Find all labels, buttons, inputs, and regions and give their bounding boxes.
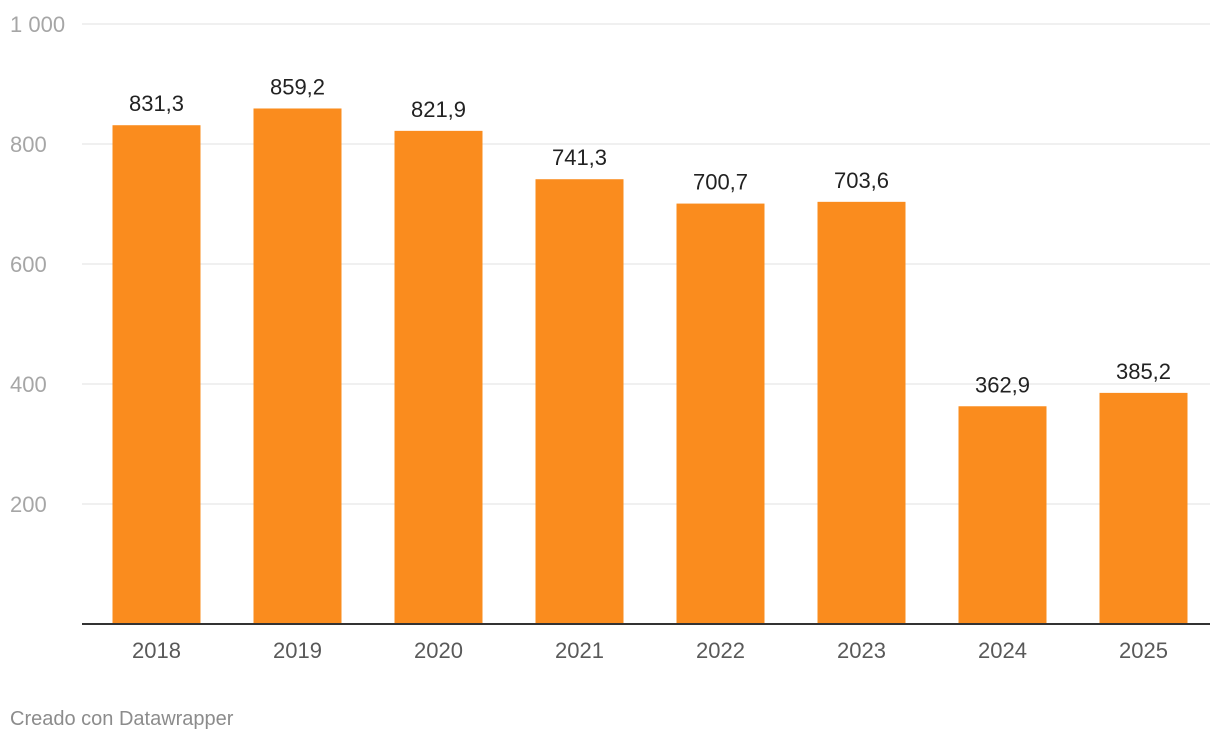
bar-2018	[112, 125, 201, 624]
x-tick-label: 2023	[837, 638, 886, 663]
bar-2023	[817, 201, 906, 624]
value-label: 700,7	[693, 170, 748, 195]
value-label: 859,2	[270, 74, 325, 99]
value-label: 831,3	[129, 91, 184, 116]
bar-2021	[535, 179, 624, 624]
x-tick-label: 2019	[273, 638, 322, 663]
x-tick-label: 2025	[1119, 638, 1168, 663]
value-label: 703,6	[834, 168, 889, 193]
y-tick-label: 200	[10, 492, 47, 517]
x-tick-label: 2018	[132, 638, 181, 663]
x-tick-label: 2022	[696, 638, 745, 663]
y-tick-label: 600	[10, 252, 47, 277]
value-label: 362,9	[975, 372, 1030, 397]
x-tick-label: 2020	[414, 638, 463, 663]
value-label: 741,3	[552, 145, 607, 170]
bar-2025	[1099, 392, 1188, 624]
value-label: 821,9	[411, 97, 466, 122]
bar-2022	[676, 203, 765, 624]
y-tick-label: 400	[10, 372, 47, 397]
value-label: 385,2	[1116, 359, 1171, 384]
x-tick-label: 2021	[555, 638, 604, 663]
bar-2019	[253, 108, 342, 625]
bar-2024	[958, 406, 1047, 624]
y-tick-label: 1 000	[10, 12, 65, 37]
x-tick-label: 2024	[978, 638, 1027, 663]
footer-credit[interactable]: Creado con Datawrapper	[10, 708, 234, 730]
y-tick-label: 800	[10, 132, 47, 157]
bar-2020	[394, 130, 483, 625]
